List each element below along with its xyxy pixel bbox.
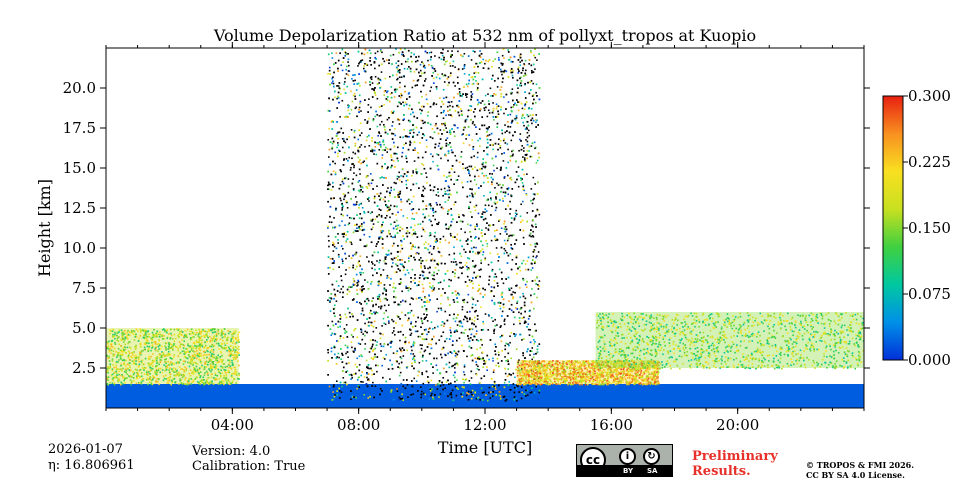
x-axis-label: Time [UTC] [438, 438, 532, 457]
preliminary-line-2: Results. [692, 464, 751, 479]
colorbar-ramp [882, 95, 904, 361]
cc-license-badge: cc i ↻ BY SA [576, 444, 673, 477]
y-axis-label: Height [km] [35, 179, 54, 277]
heatmap-region [516, 360, 661, 386]
x-tick-label: 08:00 [337, 416, 380, 434]
copyright-notice: © TROPOS & FMI 2026. CC BY SA 4.0 Licens… [806, 460, 914, 480]
colorbar-tick-label: 0.300 [908, 87, 951, 105]
share-alike-icon: ↻ [643, 448, 660, 465]
preliminary-line-1: Preliminary [692, 449, 778, 464]
by-label: BY [623, 467, 634, 475]
heatmap-region [106, 328, 241, 386]
y-tick-label: 7.5 [72, 279, 96, 297]
colorbar-tick-label: 0.225 [908, 153, 951, 171]
x-tick-label: 12:00 [463, 416, 506, 434]
copyright-line-2: CC BY SA 4.0 License. [806, 470, 905, 480]
y-tick-label: 17.5 [63, 119, 96, 137]
attribution-icon: i [619, 448, 636, 465]
heatmap-layer [106, 48, 864, 408]
x-tick-label: 20:00 [716, 416, 759, 434]
colorbar: 0.000 0.075 0.150 0.225 0.300 [882, 87, 951, 369]
y-tick-label: 10.0 [63, 239, 96, 257]
heatmap-region [106, 384, 864, 408]
calibration-label: Calibration: True [192, 459, 306, 474]
x-tick-label: 16:00 [590, 416, 633, 434]
y-axis: 2.5 5.0 7.5 10.0 12.5 15.0 17.5 20.0 [63, 79, 870, 377]
version-label: Version: 4.0 [192, 444, 271, 459]
y-tick-label: 15.0 [63, 159, 96, 177]
sa-label: SA [647, 467, 658, 475]
colorbar-tick-label: 0.000 [908, 351, 951, 369]
colorbar-tick-label: 0.075 [908, 285, 951, 303]
y-tick-label: 5.0 [72, 319, 96, 337]
chart-title: Volume Depolarization Ratio at 532 nm of… [213, 26, 756, 45]
heatmap-region [327, 48, 541, 402]
x-tick-label: 04:00 [211, 416, 254, 434]
y-tick-label: 12.5 [63, 199, 96, 217]
y-tick-label: 20.0 [63, 79, 96, 97]
eta-label: η: 16.806961 [48, 458, 135, 473]
x-axis: 04:00 08:00 12:00 16:00 20:00 [105, 42, 865, 434]
license-strip: BY SA [577, 465, 672, 476]
heatmap-region [595, 312, 864, 370]
date-label: 2026-01-07 [48, 442, 123, 457]
y-tick-label: 2.5 [72, 359, 96, 377]
colorbar-tick-label: 0.150 [908, 219, 951, 237]
copyright-line-1: © TROPOS & FMI 2026. [806, 460, 915, 470]
preliminary-notice: Preliminary Results. [692, 449, 778, 479]
